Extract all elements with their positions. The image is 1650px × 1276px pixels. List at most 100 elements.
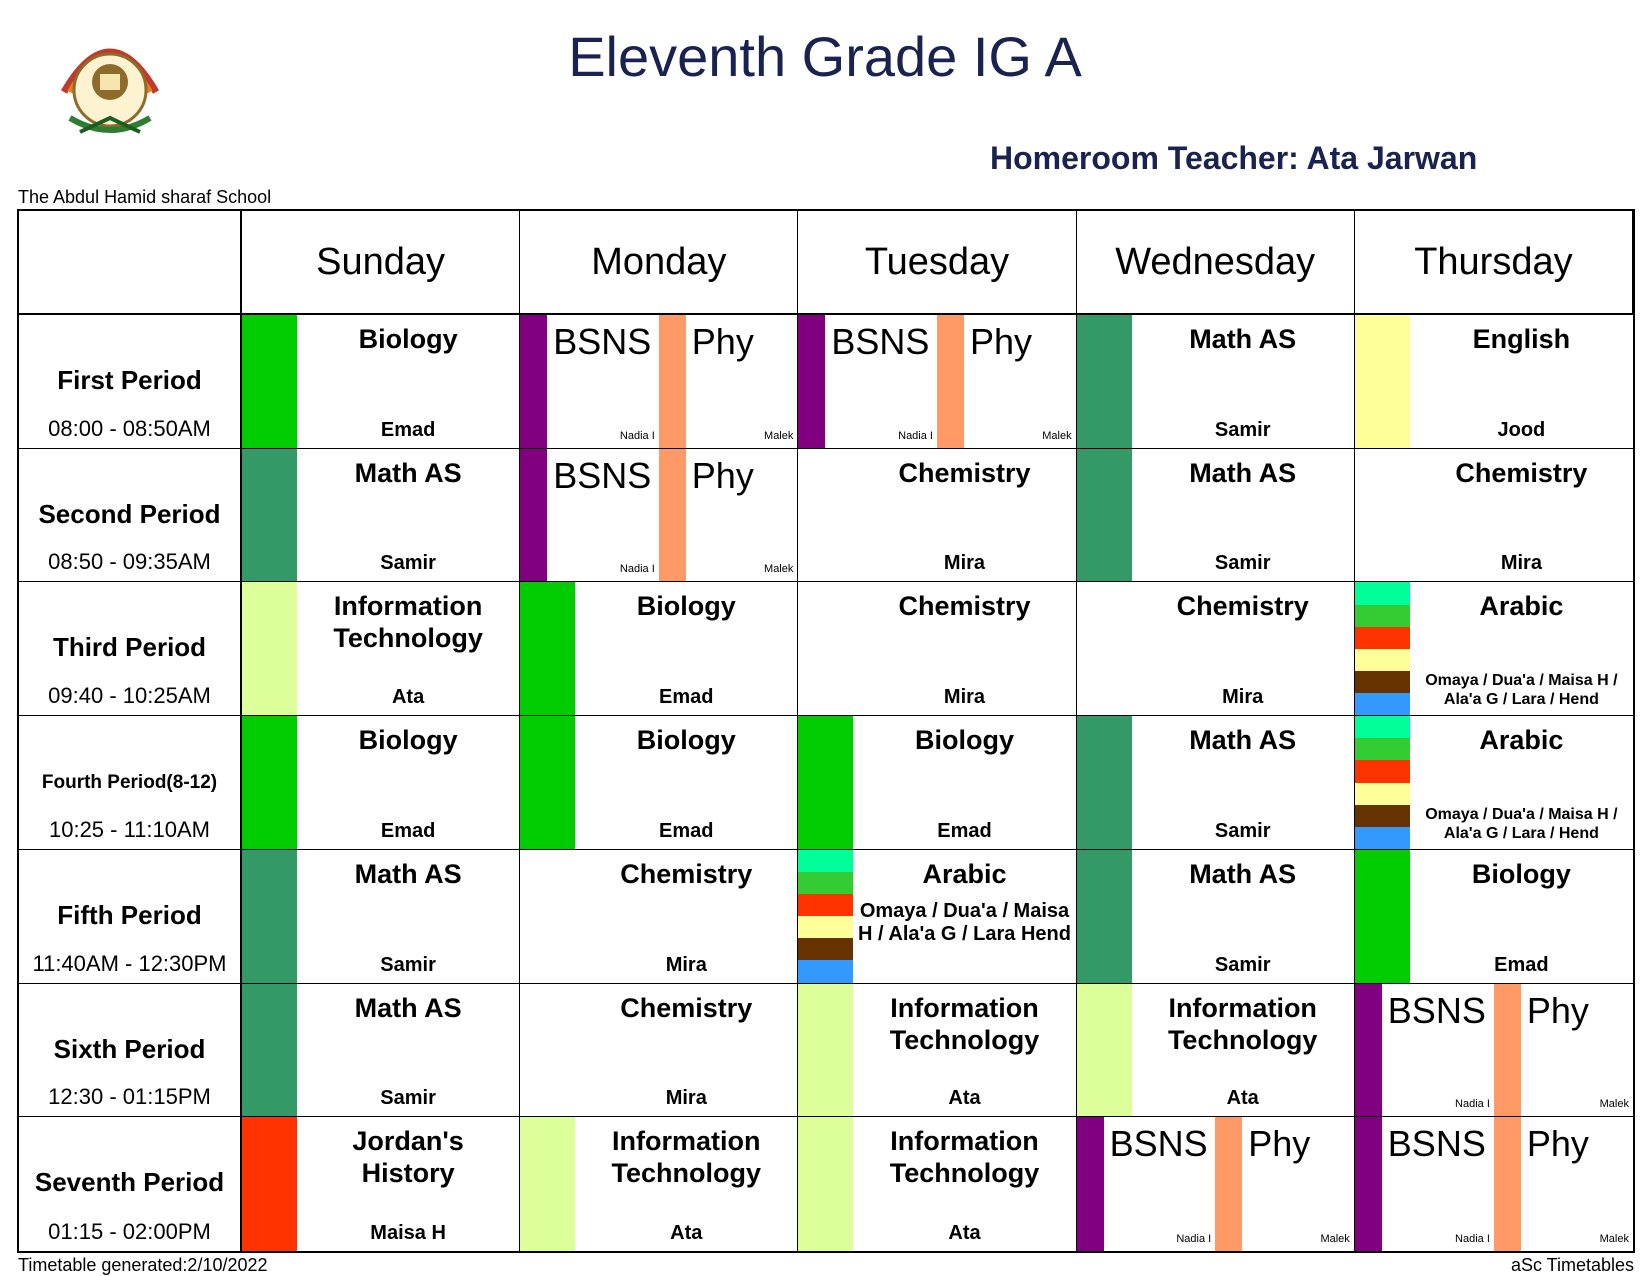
lesson-cell[interactable]: Information Technology Ata	[1076, 983, 1355, 1118]
lesson-half-phy[interactable]: Phy Malek	[1493, 1117, 1633, 1251]
period-name: Fifth Period	[57, 899, 202, 930]
color-band	[1354, 693, 1410, 716]
lesson-cell[interactable]: Chemistry Mira	[520, 983, 799, 1118]
teacher-name: Nadia I	[1455, 1232, 1490, 1245]
subject-name: Chemistry	[898, 591, 1031, 622]
subject-name: BSNS	[1387, 1123, 1486, 1165]
period-label: Third Period 09:40 - 10:25AM	[19, 582, 242, 717]
teacher-name: Mira	[943, 552, 986, 575]
subject-name: Math AS	[1189, 858, 1297, 889]
lesson-half-bsns[interactable]: BSNS Nadia I	[1354, 983, 1494, 1117]
subject-name: BSNS	[553, 321, 652, 362]
subject-name: BSNS	[831, 321, 930, 362]
teacher-name: Samir	[380, 552, 436, 575]
subject-color-stack	[798, 849, 854, 983]
lesson-cell[interactable]: Jordan's History Maisa H	[242, 1117, 521, 1251]
lesson-cell[interactable]: English Jood	[1354, 315, 1633, 449]
lesson-cell[interactable]: Arabic Omaya / Dua'a / Maisa H / Ala'a G …	[1354, 582, 1633, 717]
generated-date: Timetable generated:2/10/2022	[18, 1255, 268, 1275]
teacher-name: Samir	[380, 953, 436, 976]
subject-color-bar	[936, 315, 964, 448]
lesson-half-phy[interactable]: Phy Malek	[658, 448, 798, 582]
lesson-cell[interactable]: Biology Emad	[798, 716, 1077, 850]
lesson-cell[interactable]: BSNS Nadia I Phy Malek	[1354, 983, 1633, 1118]
color-band	[1354, 716, 1410, 739]
color-band	[1354, 804, 1410, 827]
subject-name: Arabic	[1479, 591, 1564, 622]
lesson-half-bsns[interactable]: BSNS Nadia I	[1354, 1117, 1494, 1251]
period-name: Third Period	[52, 632, 207, 663]
lesson-cell[interactable]: Information Technology Ata	[798, 983, 1077, 1118]
color-band	[1354, 738, 1410, 761]
teacher-name: Ata	[948, 1087, 981, 1110]
lesson-cell[interactable]: Math AS Samir	[1076, 716, 1355, 850]
teacher-name: Samir	[380, 1087, 436, 1110]
subject-color-bar	[798, 315, 826, 448]
lesson-cell[interactable]: Biology Emad	[520, 716, 799, 850]
lesson-cell[interactable]: BSNS Nadia I Phy Malek	[798, 315, 1077, 449]
lesson-cell[interactable]: BSNS Nadia I Phy Malek	[1076, 1117, 1355, 1251]
period-time: 11:40AM - 12:30PM	[32, 950, 227, 976]
subject-color-bar	[658, 448, 686, 582]
subject-color-bar	[242, 1117, 297, 1251]
color-band	[798, 938, 854, 961]
lesson-cell[interactable]: Biology Emad	[1354, 849, 1633, 984]
period-name: First Period	[57, 365, 202, 395]
subject-color-bar	[520, 315, 548, 448]
subject-color-bar	[242, 983, 297, 1117]
subject-name: Math AS	[354, 858, 462, 889]
lesson-cell[interactable]: Chemistry Mira	[798, 582, 1077, 717]
lesson-cell[interactable]: Information Technology Ata	[242, 582, 521, 717]
lesson-cell[interactable]: Math AS Samir	[1076, 448, 1355, 583]
teacher-name: Mira	[665, 1087, 707, 1110]
subject-color-bar	[658, 315, 686, 448]
subject-name: Biology	[1471, 858, 1571, 889]
lesson-cell[interactable]: BSNS Nadia I Phy Malek	[520, 315, 799, 449]
period-time: 12:30 - 01:15PM	[48, 1084, 211, 1110]
day-header-thursday: Thursday	[1354, 211, 1633, 315]
lesson-half-phy[interactable]: Phy Malek	[1493, 983, 1633, 1117]
lesson-half-phy[interactable]: Phy Malek	[1215, 1117, 1354, 1251]
period-time: 10:25 - 11:10AM	[48, 816, 211, 842]
subject-color-bar	[1493, 1117, 1521, 1251]
lesson-cell[interactable]: BSNS Nadia I Phy Malek	[1354, 1117, 1633, 1251]
lesson-cell[interactable]: Chemistry Mira	[1076, 582, 1355, 717]
lesson-cell[interactable]: Chemistry Mira	[798, 448, 1077, 583]
teacher-name: Nadia I	[1455, 1098, 1490, 1111]
color-band	[1354, 604, 1410, 627]
lesson-half-bsns[interactable]: BSNS Nadia I	[520, 448, 659, 582]
lesson-cell[interactable]: Information Technology Ata	[798, 1117, 1077, 1251]
lesson-cell[interactable]: Arabic Omaya / Dua'a / Maisa H / Ala'a G …	[798, 849, 1077, 984]
period-label: Fourth Period(8-12) 10:25 - 11:10AM	[19, 716, 242, 850]
lesson-half-bsns[interactable]: BSNS Nadia I	[798, 315, 937, 448]
lesson-cell[interactable]: Information Technology Ata	[520, 1117, 799, 1251]
lesson-cell[interactable]: Biology Emad	[242, 315, 521, 449]
subject-name: Chemistry	[620, 858, 753, 889]
subject-color-bar	[242, 716, 297, 849]
lesson-cell[interactable]: Chemistry Mira	[520, 849, 799, 984]
subject-name: Information Technology	[889, 1126, 1040, 1189]
lesson-half-phy[interactable]: Phy Malek	[936, 315, 1076, 448]
lesson-cell[interactable]: Math AS Samir	[242, 849, 521, 984]
lesson-cell[interactable]: Math AS Samir	[242, 448, 521, 583]
lesson-half-phy[interactable]: Phy Malek	[658, 315, 798, 448]
color-band	[1354, 626, 1410, 649]
teacher-name: Ata	[391, 686, 425, 709]
subject-color-bar	[1354, 983, 1382, 1117]
color-band	[1354, 648, 1410, 671]
lesson-cell[interactable]: Arabic Omaya / Dua'a / Maisa H / Ala'a G …	[1354, 716, 1633, 850]
lesson-cell[interactable]: Biology Emad	[242, 716, 521, 850]
lesson-half-bsns[interactable]: BSNS Nadia I	[520, 315, 659, 448]
teacher-name: Nadia I	[619, 429, 655, 442]
subject-color-bar	[798, 983, 854, 1117]
lesson-cell[interactable]: BSNS Nadia I Phy Malek	[520, 448, 799, 583]
lesson-cell[interactable]: Math AS Samir	[242, 983, 521, 1118]
teacher-name: Samir	[1214, 552, 1271, 575]
lesson-cell[interactable]: Math AS Samir	[1076, 849, 1355, 984]
lesson-half-bsns[interactable]: BSNS Nadia I	[1076, 1117, 1216, 1251]
lesson-cell[interactable]: Chemistry Mira	[1354, 449, 1633, 583]
teacher-names: Omaya / Dua'a / Maisa H / Ala'a G / Lara…	[1425, 805, 1618, 842]
lesson-cell[interactable]: Math AS Samir	[1076, 315, 1355, 449]
subject-color-bar	[1354, 849, 1410, 983]
lesson-cell[interactable]: Biology Emad	[520, 582, 799, 717]
